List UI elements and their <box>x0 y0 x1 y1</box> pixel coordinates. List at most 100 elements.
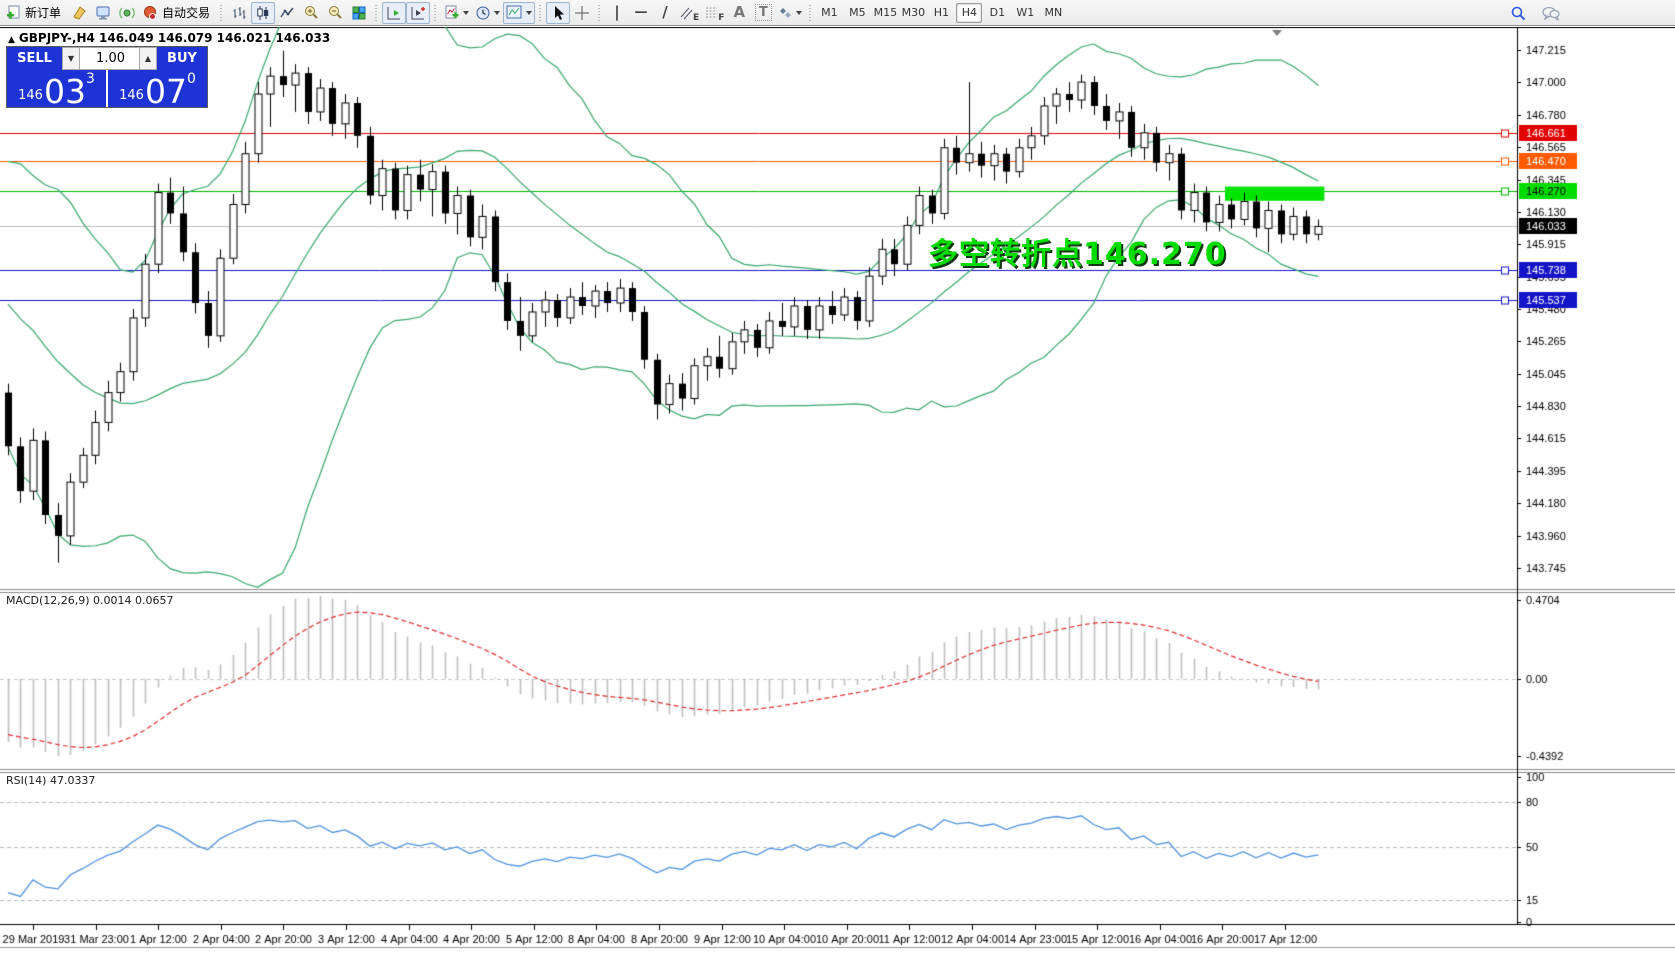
shapes-dropdown-caret <box>796 10 803 15</box>
zoom-in-icon <box>304 5 318 19</box>
tile-windows-button[interactable] <box>347 2 371 24</box>
symbol-title: ▲ GBPJPY-,H4 146.049 146.079 146.021 146.… <box>8 31 330 45</box>
fibonacci-letter: F <box>718 12 725 23</box>
toolbar-separator <box>537 4 545 21</box>
timeframe-button-h1[interactable]: H1 <box>933 6 949 19</box>
autotrading-button[interactable]: 自动交易 <box>139 2 216 24</box>
templates-dropdown-caret <box>526 10 533 15</box>
new-order-icon <box>7 5 20 19</box>
sell-price-sup: 3 <box>85 71 95 87</box>
search-icon <box>1511 6 1525 20</box>
chat-icon <box>1542 6 1560 21</box>
line-chart-icon <box>279 7 294 17</box>
text-icon: A <box>733 3 746 21</box>
templates-icon <box>506 5 522 19</box>
hosting-button[interactable] <box>91 2 115 24</box>
sell-price-tile[interactable]: 146 03 3 <box>7 70 106 111</box>
hosting-icon <box>96 6 110 19</box>
crosshair-button[interactable] <box>570 2 594 24</box>
periods-clock-icon <box>476 6 490 19</box>
text-label-icon: T <box>754 4 772 21</box>
chat-button[interactable] <box>1538 2 1563 24</box>
sell-price-big: 03 <box>43 71 86 111</box>
line-chart-button[interactable] <box>275 2 299 24</box>
channel-letter: E <box>693 12 700 23</box>
zoom-out-button[interactable] <box>323 2 347 24</box>
auto-scroll-icon <box>387 6 400 19</box>
candlestick-chart-icon <box>256 5 268 20</box>
main-toolbar: 新订单 自动交易 <box>0 0 1675 26</box>
sell-button[interactable]: SELL <box>7 47 62 70</box>
macd-indicator-label: MACD(12,26,9) 0.0014 0.0657 <box>6 594 174 607</box>
metaeditor-button[interactable] <box>67 2 91 24</box>
tile-windows-icon <box>352 6 366 19</box>
timeframe-button-m5[interactable]: M5 <box>849 6 866 19</box>
fibonacci-button[interactable]: F <box>702 2 727 24</box>
vertical-line-icon: | <box>614 3 620 21</box>
horizontal-line-button[interactable]: — <box>629 2 653 24</box>
chart-annotation-text[interactable]: 多空转折点146.270 <box>928 237 1227 272</box>
chart-shift-icon <box>411 6 425 19</box>
indicators-dropdown-caret <box>463 10 470 15</box>
text-label-button[interactable]: T <box>751 2 775 24</box>
bar-chart-icon <box>233 6 246 19</box>
timeframe-button-m30[interactable]: M30 <box>901 6 926 19</box>
shapes-icon <box>780 7 792 18</box>
crosshair-icon <box>575 5 590 20</box>
fibonacci-icon <box>706 7 718 17</box>
timeframe-button-mn[interactable]: MN <box>1044 6 1063 19</box>
toolbar-separator <box>373 4 381 21</box>
new-order-label: 新订单 <box>25 6 62 20</box>
volume-input[interactable]: 1.00 <box>80 47 139 70</box>
trendline-icon: / <box>662 3 668 21</box>
vertical-line-button[interactable]: | <box>605 2 629 24</box>
volume-decrease-button[interactable]: ▼ <box>62 47 80 70</box>
zoom-in-button[interactable] <box>299 2 323 24</box>
bar-chart-button[interactable] <box>227 2 251 24</box>
new-order-button[interactable]: 新订单 <box>3 2 67 24</box>
timeframe-button-m1[interactable]: M1 <box>821 6 838 19</box>
toolbar-separator <box>807 4 815 21</box>
buy-price-big: 07 <box>144 71 187 111</box>
buy-button[interactable]: BUY <box>157 47 207 70</box>
toolbar-separator <box>432 4 440 21</box>
autotrading-icon <box>144 5 157 20</box>
buy-price-sup: 0 <box>186 71 196 87</box>
signals-button[interactable] <box>115 2 139 24</box>
candlestick-chart-button[interactable] <box>251 1 276 24</box>
timeframe-bar: M1 M5 M15 M30 H1 H4 D1 W1 MN <box>816 2 1066 23</box>
metaeditor-icon <box>72 5 86 20</box>
periods-dropdown-caret <box>494 10 501 15</box>
one-click-trade-panel: SELL ▼ 1.00 ▲ BUY 146 03 3 146 07 0 <box>6 46 208 108</box>
horizontal-line-icon: — <box>634 5 648 20</box>
indicators-icon <box>445 5 459 18</box>
templates-button[interactable] <box>503 1 536 24</box>
autotrading-label: 自动交易 <box>162 6 211 20</box>
buy-price-tile[interactable]: 146 07 0 <box>108 70 207 111</box>
trendline-button[interactable]: / <box>653 2 677 24</box>
auto-scroll-button[interactable] <box>382 1 407 24</box>
channel-icon <box>680 7 693 19</box>
cursor-button[interactable] <box>546 1 571 24</box>
search-button[interactable] <box>1506 2 1530 24</box>
shapes-button[interactable] <box>775 2 805 24</box>
timeframe-button-d1[interactable]: D1 <box>989 6 1006 19</box>
volume-increase-button[interactable]: ▲ <box>139 47 157 70</box>
indicators-button[interactable] <box>441 2 472 24</box>
timeframe-button-m15[interactable]: M15 <box>873 6 898 19</box>
periods-button[interactable] <box>472 2 503 24</box>
timeframe-button-w1[interactable]: W1 <box>1016 6 1035 19</box>
timeframe-button-h4[interactable]: H4 <box>956 2 983 23</box>
chart-canvas[interactable] <box>0 27 1675 953</box>
signals-icon <box>118 6 135 19</box>
text-button[interactable]: A <box>727 2 751 24</box>
chart-shift-button[interactable] <box>406 1 431 24</box>
rsi-indicator-label: RSI(14) 47.0337 <box>6 774 96 787</box>
buy-price-prefix: 146 <box>119 88 144 103</box>
channel-button[interactable]: E <box>677 2 702 24</box>
sell-price-prefix: 146 <box>18 88 43 103</box>
one-click-collapse-icon[interactable]: ▲ <box>8 35 15 45</box>
symbol-title-text: GBPJPY-,H4 146.049 146.079 146.021 146.0… <box>18 31 331 45</box>
toolbar-separator <box>218 4 226 21</box>
zoom-out-icon <box>328 5 342 19</box>
